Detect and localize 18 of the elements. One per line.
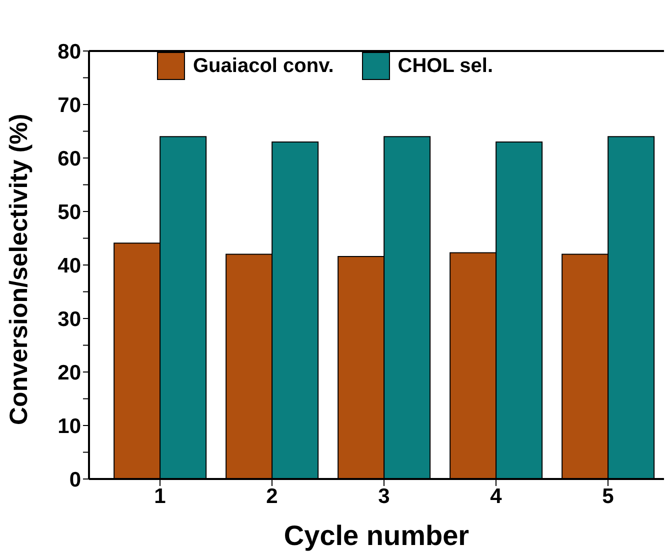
y-tick-label: 20 — [58, 361, 81, 384]
y-tick-label: 60 — [58, 147, 81, 170]
y-tick-label: 40 — [58, 254, 81, 278]
x-tick-label: 4 — [490, 484, 502, 508]
y-tick-label: 50 — [58, 200, 81, 224]
y-tick-label: 80 — [58, 40, 81, 64]
legend-label: Guaiacol conv. — [193, 54, 334, 78]
x-tick-label: 2 — [266, 484, 278, 508]
y-tick-label: 30 — [58, 308, 81, 331]
x-tick-label: 1 — [154, 484, 166, 508]
y-tick-label: 70 — [58, 94, 81, 117]
legend-label: CHOL sel. — [398, 54, 493, 78]
x-axis-title: Cycle number — [284, 520, 470, 551]
x-tick-label: 5 — [602, 484, 614, 508]
y-tick-label: 0 — [69, 468, 81, 492]
y-axis-title: Conversion/selectivity (%) — [4, 114, 33, 425]
y-tick-label: 10 — [58, 414, 81, 438]
x-tick-label: 3 — [378, 484, 390, 508]
